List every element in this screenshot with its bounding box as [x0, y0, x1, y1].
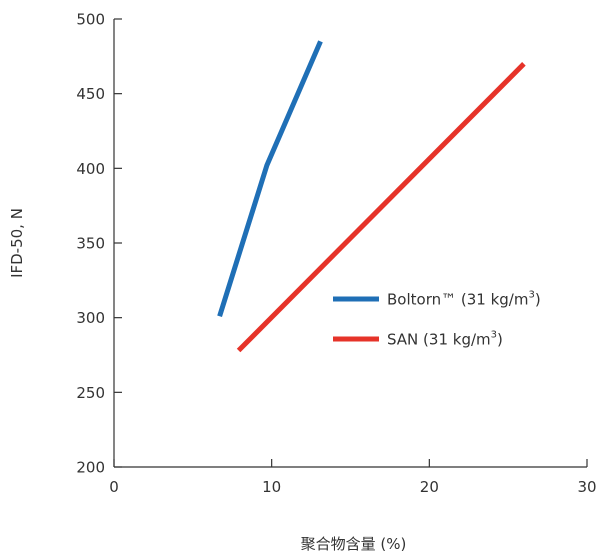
series-group	[217, 40, 526, 353]
y-tick-label: 300	[76, 309, 105, 327]
axes	[113, 19, 587, 468]
legend-label: SAN (31 kg/m3)	[387, 330, 503, 349]
y-tick-label: 450	[76, 85, 105, 103]
x-tick-label: 10	[262, 478, 281, 496]
y-tick-label: 400	[76, 160, 105, 178]
x-tick-label: 30	[577, 478, 596, 496]
x-axis-title: 聚合物含量 (%)	[301, 535, 407, 553]
y-tick-label: 250	[76, 384, 105, 402]
y-axis-title: IFD-50, N	[8, 208, 26, 278]
x-tick-label: 20	[420, 478, 439, 496]
y-tick-label: 350	[76, 235, 105, 253]
y-tick-label: 200	[76, 459, 105, 477]
y-tick-label: 500	[76, 11, 105, 29]
x-ticks: 0 10 20 30	[109, 459, 597, 496]
x-tick-label: 0	[109, 478, 119, 496]
y-ticks: 200 250 300 350 400 450 500	[76, 11, 122, 477]
legend-label: Boltorn™ (31 kg/m3)	[387, 290, 541, 309]
legend: Boltorn™ (31 kg/m3) SAN (31 kg/m3)	[333, 290, 541, 349]
series-line-san	[236, 62, 526, 353]
series-line-boltorn	[217, 40, 323, 317]
